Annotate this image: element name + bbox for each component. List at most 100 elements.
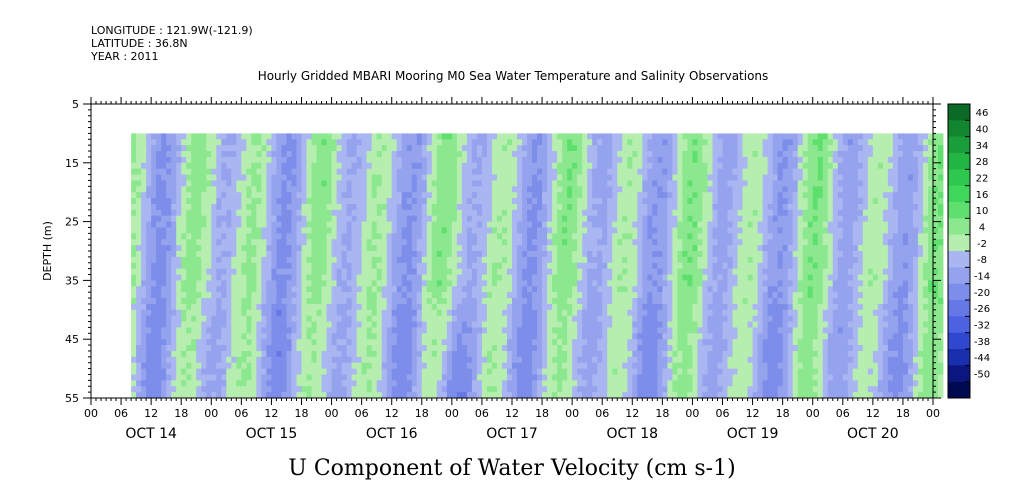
heatmap-cell: [406, 233, 413, 240]
heatmap-cell: [537, 315, 543, 322]
heatmap-cell: [206, 292, 212, 299]
heatmap-cell: [231, 309, 237, 317]
heatmap-cell: [441, 239, 448, 246]
heatmap-cell: [336, 186, 342, 193]
heatmap-cell: [426, 168, 433, 175]
heatmap-cell: [557, 309, 563, 317]
heatmap-cell: [366, 368, 373, 375]
heatmap-cell: [607, 274, 613, 281]
heatmap-cell: [552, 186, 558, 193]
heatmap-cell: [552, 356, 558, 364]
heatmap-cell: [386, 251, 393, 258]
heatmap-cell: [211, 380, 217, 387]
heatmap-cell: [662, 186, 668, 193]
heatmap-cell: [597, 268, 603, 275]
heatmap-cell: [251, 309, 257, 317]
heatmap-cell: [281, 145, 287, 152]
heatmap-cell: [677, 186, 683, 193]
heatmap-cell: [266, 162, 272, 170]
heatmap-cell: [542, 303, 548, 311]
heatmap-cell: [131, 227, 137, 234]
heatmap-cell: [346, 356, 353, 364]
heatmap-cell: [146, 327, 152, 334]
heatmap-cell: [131, 156, 137, 164]
heatmap-cell: [276, 356, 282, 364]
heatmap-cell: [321, 303, 327, 311]
heatmap-cell: [607, 227, 613, 234]
heatmap-cell: [251, 327, 257, 334]
heatmap-cell: [391, 221, 398, 228]
heatmap-cell: [441, 386, 448, 393]
heatmap-cell: [441, 139, 448, 146]
heatmap-cell: [652, 386, 658, 393]
heatmap-cell: [321, 274, 327, 281]
heatmap-cell: [517, 209, 523, 217]
heatmap-cell: [191, 133, 197, 140]
heatmap-cell: [481, 233, 488, 240]
heatmap-cell: [572, 374, 578, 381]
heatmap-cell: [271, 209, 277, 217]
heatmap-cell: [486, 145, 493, 152]
heatmap-cell: [171, 309, 177, 317]
heatmap-cell: [537, 362, 543, 369]
heatmap-cell: [506, 221, 513, 228]
heatmap-cell: [326, 198, 332, 205]
heatmap-cell: [481, 362, 488, 369]
heatmap-cell: [667, 262, 673, 270]
heatmap-cell: [567, 262, 573, 270]
heatmap-cell: [306, 151, 312, 158]
heatmap-cell: [286, 280, 292, 287]
heatmap-cell: [146, 198, 152, 205]
heatmap-cell: [657, 139, 663, 146]
heatmap-cell: [682, 268, 688, 275]
heatmap-cell: [406, 321, 413, 328]
heatmap-cell: [577, 221, 583, 228]
heatmap-cell: [156, 362, 162, 369]
heatmap-cell: [191, 280, 197, 287]
heatmap-cell: [542, 368, 548, 375]
heatmap-cell: [486, 203, 493, 211]
heatmap-cell: [186, 303, 192, 311]
heatmap-cell: [216, 168, 222, 175]
heatmap-cell: [351, 309, 358, 317]
chart-title: Hourly Gridded MBARI Mooring M0 Sea Wate…: [258, 69, 769, 83]
heatmap-cell: [547, 392, 553, 399]
heatmap-cell: [647, 356, 653, 364]
heatmap-cell: [431, 233, 438, 240]
heatmap-cell: [451, 180, 458, 187]
heatmap-cell: [557, 345, 563, 352]
heatmap-cell: [326, 133, 332, 140]
heatmap-cell: [421, 233, 428, 240]
heatmap-cell: [567, 386, 573, 393]
heatmap-cell: [592, 362, 598, 369]
heatmap-cell: [517, 162, 523, 170]
heatmap-cell: [321, 156, 327, 164]
heatmap-cell: [527, 145, 533, 152]
heatmap-cell: [296, 145, 302, 152]
heatmap-cell: [592, 198, 598, 205]
heatmap-cell: [391, 298, 398, 305]
heatmap-cell: [311, 321, 317, 328]
heatmap-cell: [582, 327, 588, 334]
heatmap-cell: [416, 139, 423, 146]
heatmap-cell: [366, 245, 373, 252]
heatmap-cell: [597, 139, 603, 146]
heatmap-cell: [416, 380, 423, 387]
heatmap-cell: [542, 280, 548, 287]
heatmap-cell: [506, 321, 513, 328]
heatmap-cell: [336, 321, 342, 328]
heatmap-cell: [146, 145, 152, 152]
heatmap-cell: [291, 339, 297, 346]
heatmap-cell: [201, 350, 207, 358]
heatmap-cell: [537, 251, 543, 258]
heatmap-cell: [416, 151, 423, 158]
heatmap-cell: [667, 227, 673, 234]
heatmap-cell: [612, 156, 618, 164]
heatmap-cell: [466, 339, 473, 346]
heatmap-cell: [201, 292, 207, 299]
heatmap-cell: [501, 203, 508, 211]
heatmap-cell: [316, 292, 322, 299]
heatmap-cell: [331, 380, 337, 387]
heatmap-cell: [246, 380, 252, 387]
heatmap-cell: [496, 280, 503, 287]
